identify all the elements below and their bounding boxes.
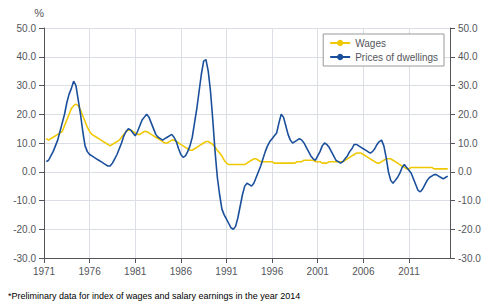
svg-text:1976: 1976 [78,266,101,277]
svg-text:20.0: 20.0 [458,109,478,120]
svg-text:50.0: 50.0 [458,23,478,34]
svg-text:10.0: 10.0 [17,138,37,149]
svg-text:0.0: 0.0 [22,166,36,177]
svg-text:2001: 2001 [307,266,330,277]
svg-text:30.0: 30.0 [17,80,37,91]
svg-text:20.0: 20.0 [17,109,37,120]
svg-text:1986: 1986 [170,266,193,277]
svg-text:-10.0: -10.0 [458,195,481,206]
svg-text:Wages: Wages [355,38,386,49]
svg-text:-30.0: -30.0 [13,253,36,264]
svg-text:1981: 1981 [124,266,147,277]
svg-text:40.0: 40.0 [17,51,37,62]
svg-text:30.0: 30.0 [458,80,478,91]
svg-text:10.0: 10.0 [458,138,478,149]
svg-text:2006: 2006 [352,266,375,277]
svg-text:1991: 1991 [215,266,238,277]
svg-text:-30.0: -30.0 [458,253,481,264]
svg-text:0.0: 0.0 [458,166,472,177]
svg-text:2011: 2011 [398,266,420,277]
svg-text:-20.0: -20.0 [458,224,481,235]
svg-text:50.0: 50.0 [17,23,37,34]
svg-text:1996: 1996 [261,266,284,277]
svg-text:-20.0: -20.0 [13,224,36,235]
svg-text:Prices of dwellings: Prices of dwellings [355,52,438,63]
svg-text:-10.0: -10.0 [13,195,36,206]
svg-text:%: % [34,7,44,19]
svg-text:*Preliminary data for index of: *Preliminary data for index of wages and… [8,291,300,301]
svg-text:1971: 1971 [33,266,56,277]
svg-text:40.0: 40.0 [458,51,478,62]
